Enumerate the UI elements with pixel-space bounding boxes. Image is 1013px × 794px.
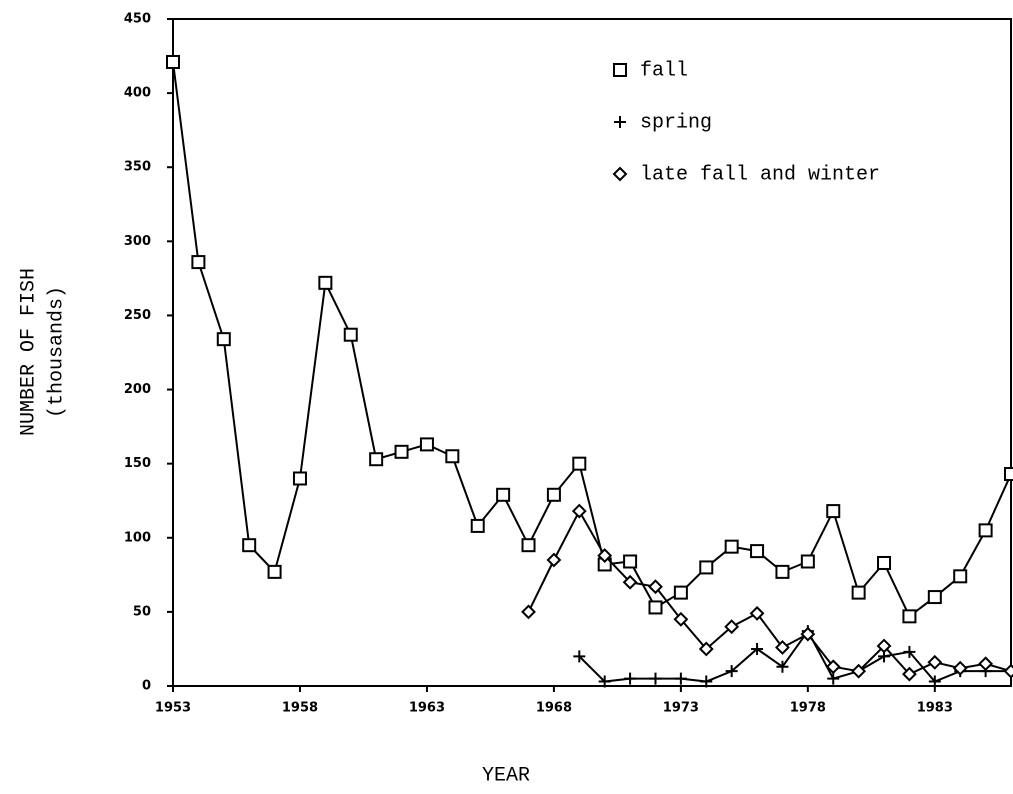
marker — [827, 672, 840, 685]
x-axis-label: YEAR — [482, 764, 530, 787]
marker — [470, 518, 485, 533]
marker — [978, 523, 993, 538]
marker — [597, 548, 613, 563]
x-tick-label: 1958 — [282, 701, 318, 716]
marker — [343, 327, 358, 342]
marker — [267, 564, 282, 579]
marker — [419, 437, 434, 452]
marker — [826, 504, 841, 519]
marker — [903, 645, 916, 658]
marker — [902, 609, 917, 624]
y-axis-label: NUMBER OF FISH — [17, 268, 40, 436]
marker — [598, 675, 611, 688]
marker — [877, 555, 892, 570]
legend-marker — [612, 166, 628, 182]
marker — [496, 487, 511, 502]
marker — [292, 471, 307, 486]
marker — [166, 54, 180, 69]
marker — [572, 456, 587, 471]
y-tick-label: 400 — [124, 86, 151, 101]
marker — [751, 642, 764, 655]
marker — [978, 656, 994, 672]
marker — [927, 590, 942, 605]
marker — [876, 638, 892, 654]
x-tick-label: 1973 — [663, 701, 699, 716]
marker — [216, 332, 231, 347]
marker — [622, 574, 638, 590]
marker — [571, 503, 587, 519]
marker — [800, 554, 815, 569]
y-tick-label: 200 — [124, 382, 151, 397]
legend-label: spring — [640, 111, 712, 134]
legend-marker — [613, 63, 627, 77]
marker — [394, 444, 409, 459]
marker — [700, 675, 713, 688]
marker — [648, 600, 663, 615]
marker — [775, 564, 790, 579]
marker — [445, 449, 460, 464]
legend-marker — [614, 116, 626, 128]
marker — [521, 538, 536, 553]
legend-label: fall — [640, 59, 688, 82]
y-tick-label: 150 — [124, 456, 151, 471]
marker — [648, 579, 663, 595]
marker — [546, 487, 561, 502]
x-tick-label: 1978 — [790, 701, 826, 716]
marker — [851, 663, 867, 679]
series-line — [172, 61, 1012, 618]
marker — [725, 665, 738, 678]
marker — [775, 640, 790, 655]
x-tick-label: 1968 — [536, 701, 572, 716]
marker — [573, 650, 586, 663]
x-tick-label: 1953 — [155, 701, 191, 716]
x-tick-label: 1963 — [409, 701, 445, 716]
marker — [902, 666, 917, 682]
marker — [546, 552, 562, 568]
y-tick-label: 0 — [142, 679, 151, 694]
marker — [724, 619, 740, 635]
y-tick-label: 50 — [133, 604, 151, 619]
y-tick-label: 450 — [124, 12, 151, 27]
marker — [191, 255, 206, 270]
marker — [699, 560, 714, 575]
marker — [952, 660, 968, 676]
marker — [624, 672, 637, 685]
marker — [698, 641, 714, 657]
y-axis-label: (thousands) — [45, 286, 68, 418]
marker — [928, 675, 941, 688]
marker — [673, 585, 688, 600]
marker — [673, 611, 689, 627]
series-line — [578, 629, 1011, 683]
marker — [724, 539, 739, 554]
y-tick-label: 300 — [124, 234, 151, 249]
y-tick-label: 100 — [124, 530, 151, 545]
marker — [318, 275, 333, 290]
marker — [649, 672, 662, 685]
marker — [623, 554, 638, 569]
legend-label: late fall and winter — [640, 163, 880, 186]
marker — [851, 585, 866, 600]
marker — [750, 544, 765, 559]
y-tick-label: 250 — [124, 308, 151, 323]
marker — [800, 626, 816, 642]
marker — [953, 569, 968, 584]
plot-frame — [172, 18, 1012, 687]
marker — [242, 538, 257, 553]
marker — [674, 672, 687, 685]
x-tick-label: 1983 — [917, 701, 953, 716]
marker — [927, 654, 943, 670]
marker — [369, 452, 384, 467]
y-tick-label: 350 — [124, 160, 151, 175]
marker — [1003, 663, 1013, 679]
marker — [825, 659, 841, 675]
marker — [776, 660, 789, 673]
marker — [1004, 467, 1013, 482]
marker — [749, 605, 765, 621]
marker — [521, 604, 536, 620]
